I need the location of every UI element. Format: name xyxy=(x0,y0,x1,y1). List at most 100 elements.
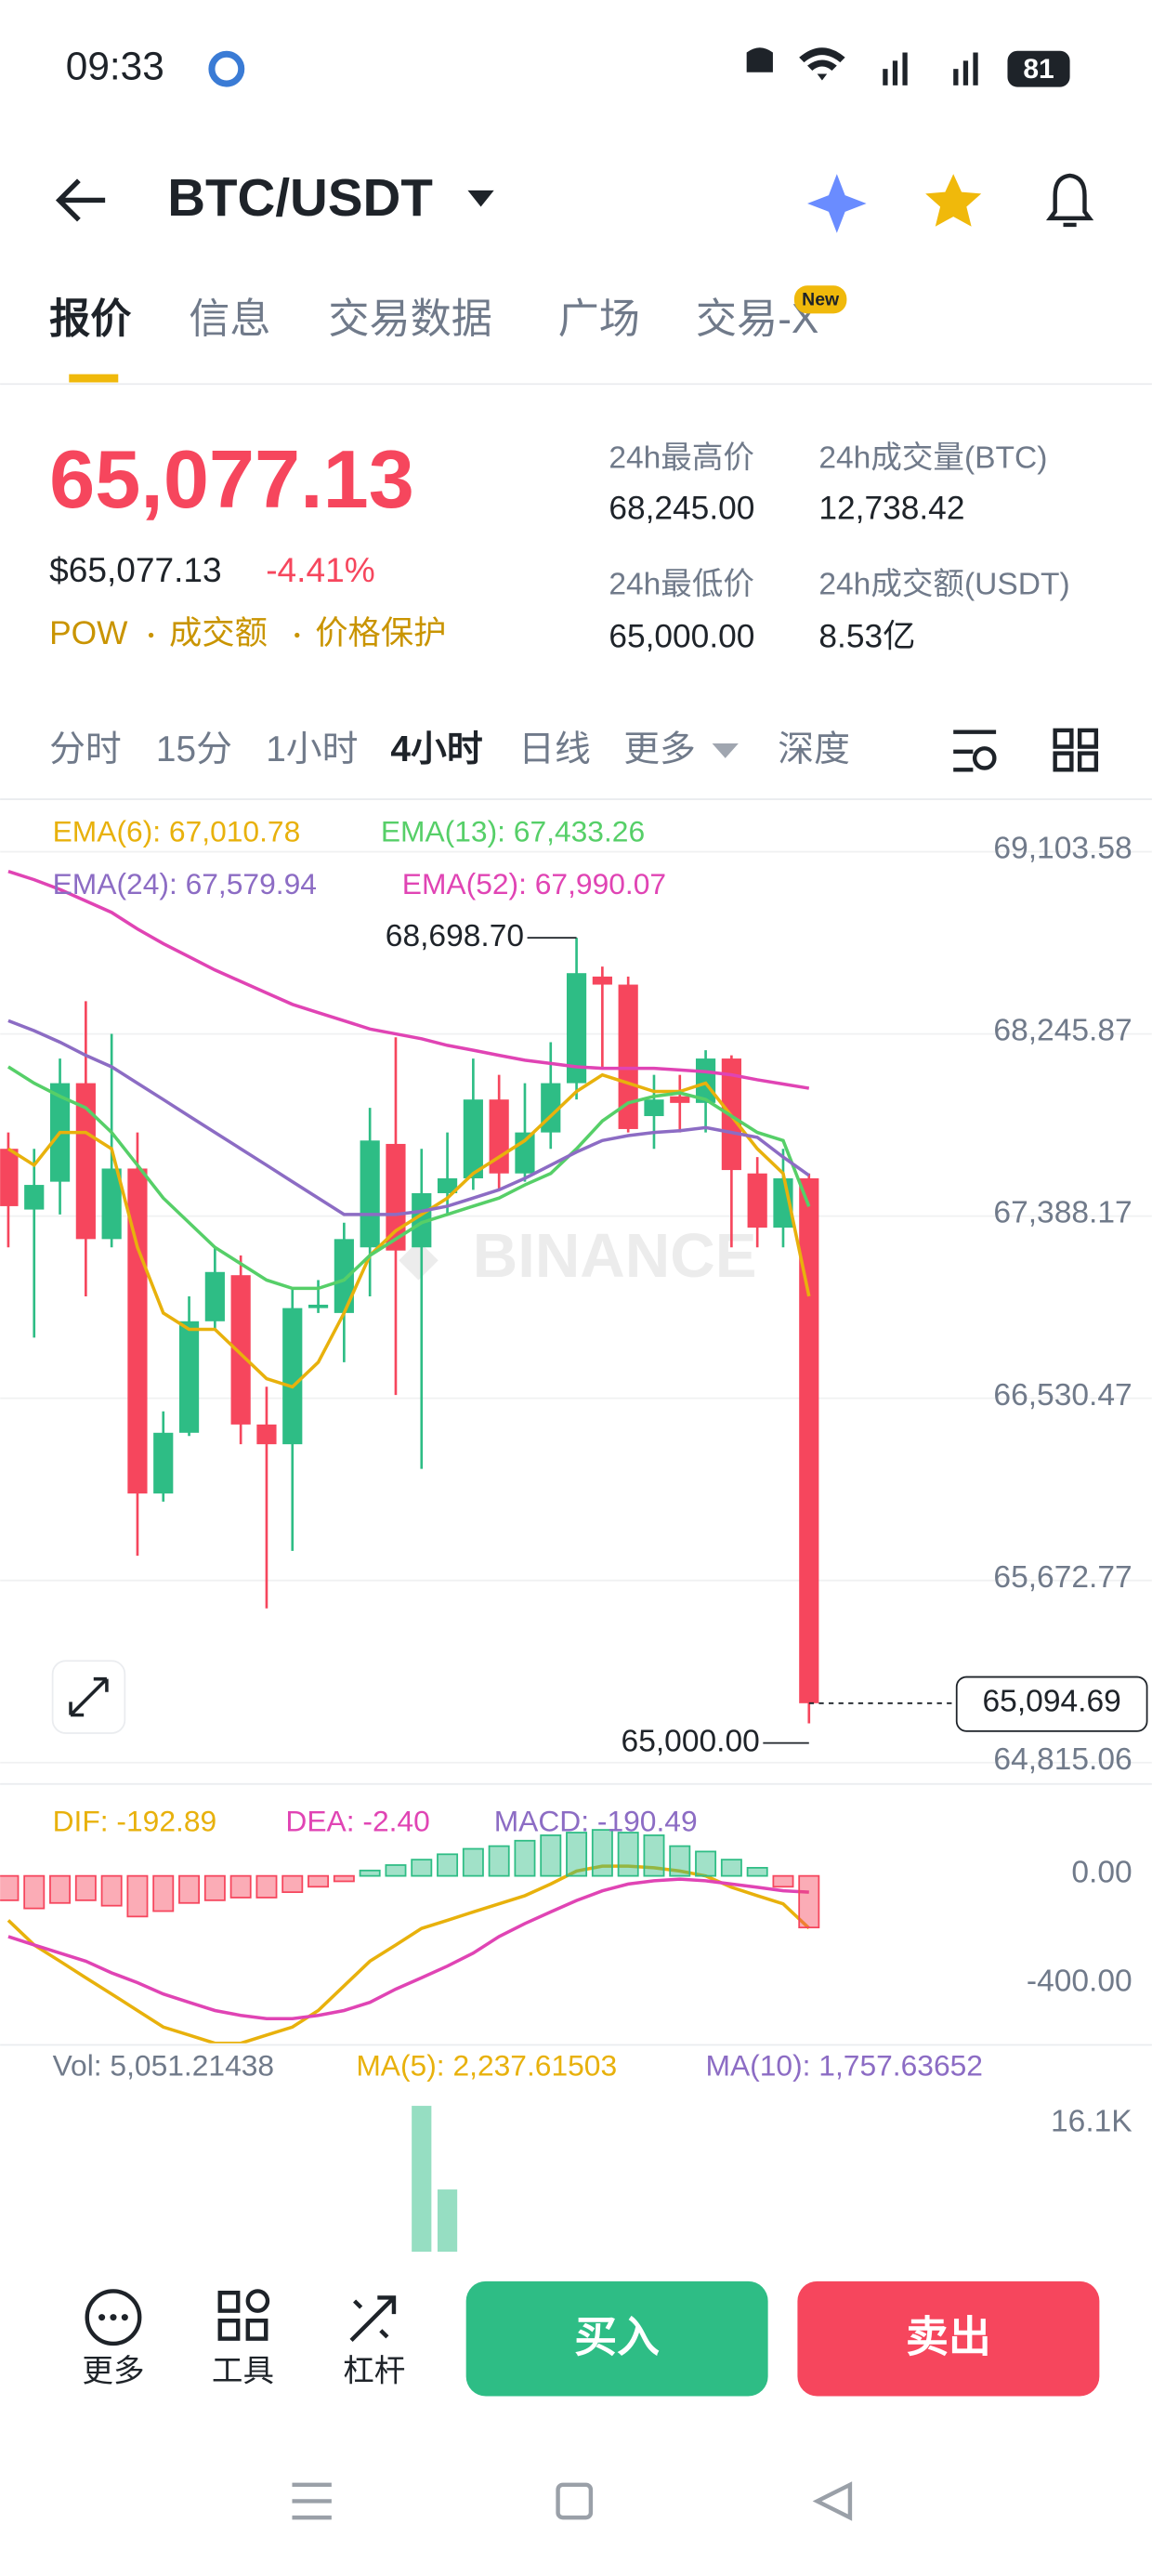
sell-button[interactable] xyxy=(797,2280,1100,2397)
candle-body xyxy=(412,1192,432,1248)
buy-button[interactable] xyxy=(465,2280,768,2397)
candle-body xyxy=(24,1185,45,1210)
tag[interactable]: POW xyxy=(49,615,128,651)
candle-body xyxy=(618,984,638,1129)
macd-bar xyxy=(308,1874,330,1888)
icon-cell xyxy=(1077,751,1099,772)
icon-cell xyxy=(1053,751,1074,772)
nav-menu[interactable] xyxy=(292,2482,332,2520)
legend-entry: DIF: -192.89 xyxy=(53,1804,217,1837)
high-label: 68,698.70 xyxy=(386,919,524,953)
indicator-line xyxy=(7,1864,810,2044)
y-tick-label: 64,815.06 xyxy=(993,1742,1132,1777)
nav-home[interactable] xyxy=(556,2482,594,2520)
leverage-icon[interactable] xyxy=(349,2295,397,2342)
y-tick-label: 68,245.87 xyxy=(993,1014,1132,1048)
y-tick-label: 67,388.17 xyxy=(993,1196,1132,1230)
dot xyxy=(121,2314,128,2321)
interval[interactable]: 分时 xyxy=(49,729,122,769)
pair-dropdown[interactable] xyxy=(467,190,494,207)
macd-bar xyxy=(566,1832,588,1877)
candle-body xyxy=(747,1173,767,1229)
low-label: 65,000.00 xyxy=(622,1725,760,1759)
stat-value: 65,000.00 xyxy=(609,618,754,654)
interval[interactable]: 4小时 xyxy=(390,729,482,769)
separator xyxy=(148,632,154,638)
new-badge-text: New xyxy=(802,289,840,309)
usd-price: $65,077.13 xyxy=(49,550,222,589)
indicator-settings[interactable] xyxy=(953,729,997,772)
toolbar-label[interactable]: 杠杆 xyxy=(343,2354,405,2389)
macd-bar xyxy=(229,1874,252,1899)
icon-cell xyxy=(245,2318,268,2341)
macd-bar xyxy=(462,1847,484,1877)
macd-bar xyxy=(643,1834,665,1877)
macd-bar xyxy=(772,1874,794,1888)
stat-value: 68,245.00 xyxy=(609,491,754,527)
legend-entry: EMA(52): 67,990.07 xyxy=(402,867,666,900)
interval[interactable]: 15分 xyxy=(156,729,232,769)
macd-bar xyxy=(720,1859,742,1877)
macd-bar xyxy=(333,1874,355,1883)
candle-body xyxy=(566,973,587,1084)
macd-bar xyxy=(281,1874,304,1894)
layout-button[interactable] xyxy=(1053,728,1099,772)
icon-circle xyxy=(972,746,997,770)
buy-label[interactable]: 买入 xyxy=(574,2313,660,2361)
candle-body xyxy=(308,1304,329,1308)
icon-cell xyxy=(217,2318,241,2341)
last-price-label: 65,094.69 xyxy=(983,1685,1121,1719)
stat-label: 24h成交额(USDT) xyxy=(818,566,1069,601)
icon-cell xyxy=(245,2289,270,2313)
y-tick-label: 69,103.58 xyxy=(993,832,1132,866)
stat-label: 24h最低价 xyxy=(609,567,754,601)
back-button[interactable] xyxy=(55,178,106,222)
more-icon[interactable] xyxy=(85,2289,142,2346)
signal xyxy=(902,52,908,85)
tab[interactable]: 广场 xyxy=(558,296,640,342)
pair-title[interactable]: BTC/USDT xyxy=(167,168,433,227)
candle-body xyxy=(437,1177,458,1193)
tools-icon[interactable] xyxy=(217,2289,270,2341)
battery xyxy=(1007,50,1070,87)
signal xyxy=(953,69,959,85)
candle-body xyxy=(256,1424,277,1445)
stat-label: 24h成交量(BTC) xyxy=(818,440,1047,475)
more-dropdown[interactable] xyxy=(712,743,739,758)
tab[interactable]: 信息 xyxy=(189,296,270,342)
legend-entry: EMA(13): 67,433.26 xyxy=(381,815,645,848)
candle-body xyxy=(334,1239,354,1313)
favorite-button[interactable] xyxy=(925,174,982,227)
interval[interactable]: 更多 xyxy=(623,729,696,769)
toolbar-label[interactable]: 工具 xyxy=(212,2355,274,2389)
legend-entry: Vol: 5,051.21438 xyxy=(53,2049,274,2083)
dot xyxy=(98,2314,106,2321)
stat-label: 24h最高价 xyxy=(609,440,754,475)
sell-label[interactable]: 卖出 xyxy=(906,2313,991,2361)
tag[interactable]: 成交额 xyxy=(169,615,268,651)
candle-body xyxy=(644,1099,664,1117)
interval[interactable]: 深度 xyxy=(778,729,850,769)
y-tick-label: 0.00 xyxy=(1071,1856,1132,1890)
candle-body xyxy=(178,1321,200,1433)
alert-button[interactable] xyxy=(1045,173,1094,228)
candle-body xyxy=(386,1143,406,1251)
interval[interactable]: 1小时 xyxy=(266,729,358,769)
toolbar-label[interactable]: 更多 xyxy=(82,2354,144,2389)
macd-bar xyxy=(255,1874,278,1899)
tag[interactable]: 价格保护 xyxy=(315,615,446,651)
stat-value: 8.53亿 xyxy=(818,618,915,654)
macd-bar xyxy=(359,1869,381,1877)
tab-indicator xyxy=(69,374,119,383)
tab[interactable]: 交易数据 xyxy=(328,296,492,342)
tab[interactable]: 报价 xyxy=(49,296,132,342)
interval[interactable]: 日线 xyxy=(518,729,591,769)
legend-entry: DEA: -2.40 xyxy=(285,1804,429,1837)
watermark: BINANCE xyxy=(473,1221,757,1291)
ai-button[interactable] xyxy=(807,174,867,233)
nav-back[interactable] xyxy=(812,2481,853,2521)
new-badge xyxy=(793,285,847,314)
macd-bar xyxy=(514,1839,536,1877)
